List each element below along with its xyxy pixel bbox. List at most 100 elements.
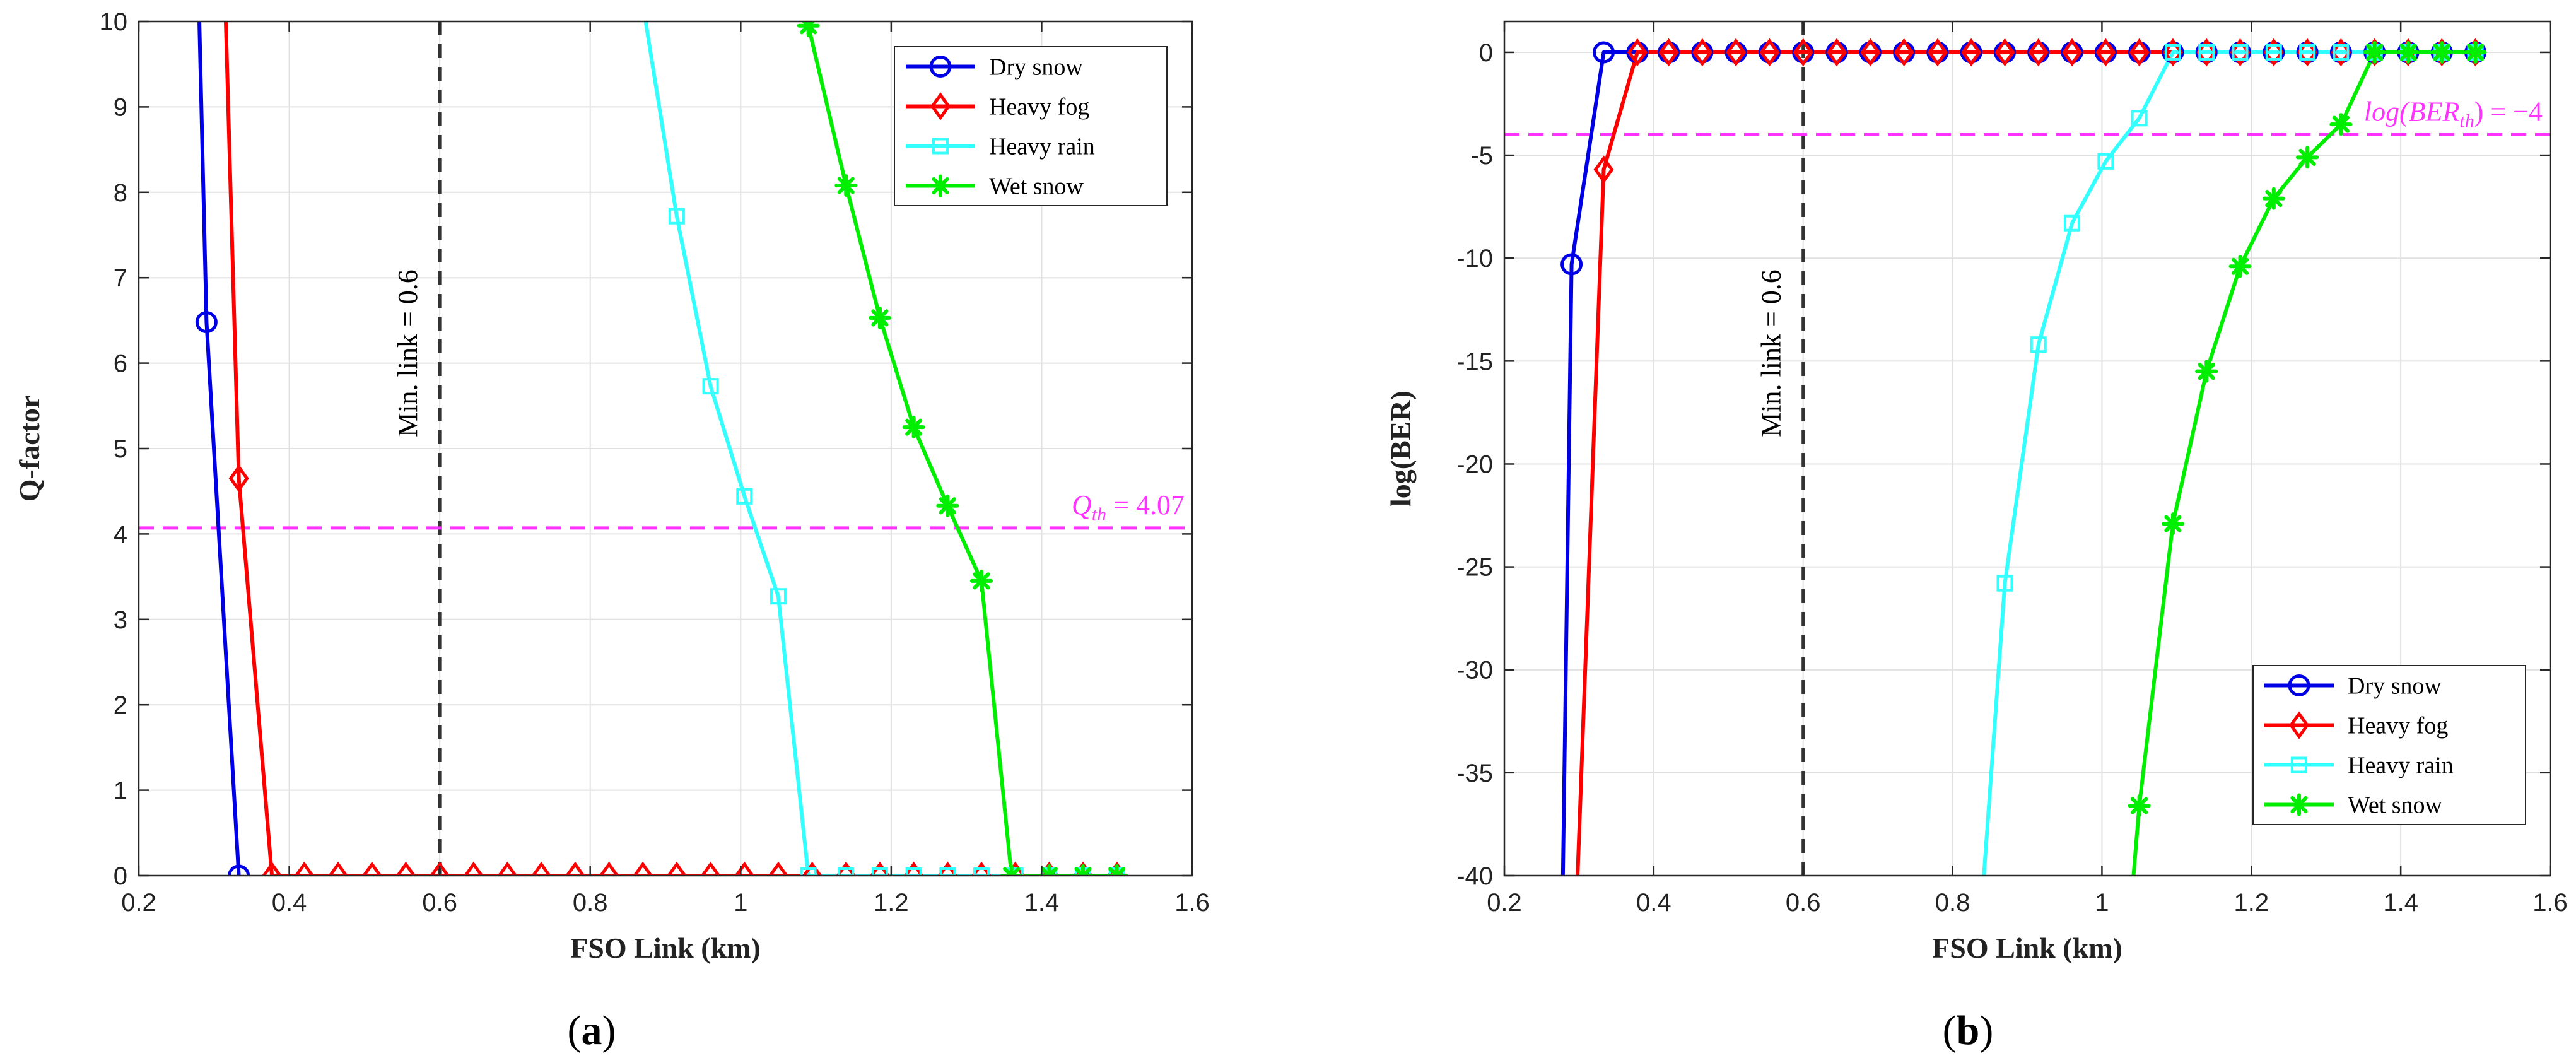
chart-a-ytick-label-0: 0 xyxy=(114,862,127,890)
chart-b-threshold-label: log(BERth) = −4 xyxy=(2364,96,2543,131)
chart-a-ytick-label-1: 1 xyxy=(114,777,127,805)
chart-a-point-wet-snow-9 xyxy=(1105,864,1128,876)
chart-a-point-dry-snow-1 xyxy=(195,311,218,334)
chart-a-ytick-label-3: 3 xyxy=(114,606,127,634)
chart-a-legend-label-heavy-fog: Heavy fog xyxy=(989,94,1089,120)
chart-a-point-heavy-rain-5 xyxy=(800,867,817,876)
chart-b-point-heavy-fog-4 xyxy=(1692,38,1712,67)
chart-b-point-heavy-fog-13 xyxy=(1994,38,2015,67)
chart-b-xtick-label-4: 1 xyxy=(2095,889,2109,917)
chart-a-ticks: 0.2 0.4 0.6 0.8 1 1.2 1.4 1.6 0 1 2 3 4 5 6 7 8 9 10 xyxy=(100,8,1210,917)
chart-b-axes-box xyxy=(1503,20,2551,877)
chart-b-point-dry-snow-1 xyxy=(1560,253,1583,276)
chart-b-ytick-label-1: -5 xyxy=(1470,142,1493,170)
chart-b-legend-label-wet-snow: Wet snow xyxy=(2348,792,2443,819)
chart-a-point-wet-snow-3 xyxy=(902,416,925,439)
chart-a-point-wet-snow-4 xyxy=(936,494,959,517)
chart-b-point-heavy-rain-9 xyxy=(2265,44,2282,61)
chart-b-point-heavy-fog-10 xyxy=(1894,38,1914,67)
chart-b-legend-item-heavy-rain: Heavy rain xyxy=(2264,753,2454,779)
chart-a-point-wet-snow-7 xyxy=(1038,864,1061,876)
chart-b-point-wet-snow-4 xyxy=(2228,255,2252,278)
chart-b-ytick-label-6: -30 xyxy=(1456,657,1493,684)
chart-b-xtick-label-5: 1.2 xyxy=(2234,889,2269,917)
chart-a-point-heavy-fog-4 xyxy=(328,861,349,876)
chart-a-legend-item-heavy-rain: Heavy rain xyxy=(906,134,1095,160)
chart-b-ytick-label-5: -25 xyxy=(1456,554,1493,582)
chart-a-legend-marker-dry-snow xyxy=(929,56,952,78)
chart-b-point-heavy-fog-2 xyxy=(1627,38,1648,67)
chart-a-point-heavy-rain-4 xyxy=(770,588,787,605)
chart-b-series-group xyxy=(1560,38,2487,876)
chart-b-point-wet-snow-6 xyxy=(2296,146,2319,169)
chart-b-point-heavy-fog-14 xyxy=(2028,38,2049,67)
chart-a-line-dry-snow xyxy=(197,21,241,876)
chart-a-point-heavy-fog-9 xyxy=(497,861,518,876)
chart-b-ytick-label-2: -10 xyxy=(1456,245,1493,273)
chart-b-point-heavy-fog-16 xyxy=(2095,38,2116,67)
chart-b-point-heavy-rain-4 xyxy=(2097,153,2114,170)
chart-a-point-heavy-fog-7 xyxy=(430,861,450,876)
chart-b-xtick-label-6: 1.4 xyxy=(2383,889,2418,917)
chart-b-xtick-label-2: 0.6 xyxy=(1786,889,1821,917)
chart-a-point-heavy-fog-14 xyxy=(666,861,687,876)
chart-a-point-heavy-fog-22 xyxy=(937,861,958,876)
chart-a-xtick-label-6: 1.4 xyxy=(1024,889,1060,917)
chart-a-xtick-label-2: 0.6 xyxy=(422,889,457,917)
chart-b-point-heavy-fog-11 xyxy=(1927,38,1948,67)
chart-b-point-heavy-rain-2 xyxy=(2030,336,2047,353)
chart-a-point-wet-snow-8 xyxy=(1072,864,1095,876)
chart-a-ytick-label-5: 5 xyxy=(114,435,127,463)
chart-b-point-heavy-rain-3 xyxy=(2064,214,2081,232)
chart-a-ytick-label-10: 10 xyxy=(100,8,128,36)
chart-b-point-heavy-fog-15 xyxy=(2062,38,2083,67)
chart-b-point-heavy-fog-9 xyxy=(1860,38,1881,67)
chart-a-legend-marker-heavy-fog xyxy=(930,92,951,120)
chart-a-point-heavy-fog-19 xyxy=(836,861,857,876)
chart-a-line-wet-snow xyxy=(806,25,1117,876)
chart-a-point-heavy-fog-3 xyxy=(294,861,315,876)
chart-a-point-wet-snow-1 xyxy=(834,173,858,197)
chart-a-point-heavy-rain-7 xyxy=(871,867,888,876)
chart-a-point-heavy-rain-8 xyxy=(905,867,922,876)
chart-b-point-wet-snow-2 xyxy=(2161,512,2184,536)
chart-b-point-heavy-fog-6 xyxy=(1759,38,1780,67)
chart-b-xtick-label-3: 0.8 xyxy=(1935,889,1970,917)
chart-a-xtick-label-5: 1.2 xyxy=(874,889,909,917)
chart-b-point-heavy-fog-5 xyxy=(1726,38,1747,67)
chart-a-legend-label-wet-snow: Wet snow xyxy=(989,173,1084,200)
chart-a-min-link-label: Min. link = 0.6 xyxy=(392,269,423,437)
chart-b-ytick-label-0: 0 xyxy=(1479,39,1493,67)
chart-a-point-heavy-fog-8 xyxy=(463,861,484,876)
chart-b-xlabel: FSO Link (km) xyxy=(1932,932,2122,964)
chart-b-legend-label-heavy-fog: Heavy fog xyxy=(2348,713,2448,739)
chart-a-point-heavy-rain-3 xyxy=(736,488,753,505)
chart-b-point-heavy-rain-10 xyxy=(2299,44,2316,61)
chart-a-point-wet-snow-0 xyxy=(797,21,820,37)
chart-a-point-wet-snow-5 xyxy=(970,569,993,592)
chart-b-point-heavy-fog-3 xyxy=(1658,38,1679,67)
chart-a-point-heavy-fog-20 xyxy=(869,861,891,876)
chart-a-ytick-label-9: 9 xyxy=(114,93,127,121)
chart-b-min-link-label: Min. link = 0.6 xyxy=(1756,269,1787,437)
chart-b-point-wet-snow-3 xyxy=(2195,360,2218,383)
chart-b-xtick-label-7: 1.6 xyxy=(2532,889,2568,917)
chart-a-xtick-label-4: 1 xyxy=(734,889,747,917)
chart-a-point-heavy-fog-16 xyxy=(734,861,755,876)
chart-a-ytick-label-2: 2 xyxy=(114,691,127,719)
panel-b-log-ber-chart: 0.2 0.4 0.6 0.8 1 1.2 1.4 1.6 0 -5 -10 -15 -20 -25 -30… xyxy=(1385,20,2568,1054)
chart-a-legend-item-wet-snow: Wet snow xyxy=(906,173,1084,200)
chart-a-xtick-label-0: 0.2 xyxy=(121,889,156,917)
chart-a-point-dry-snow-2 xyxy=(228,864,250,876)
chart-a-point-wet-snow-6 xyxy=(1000,864,1023,876)
chart-a-ytick-label-7: 7 xyxy=(114,264,127,292)
chart-b-point-heavy-fog-20 xyxy=(2230,38,2251,67)
chart-b-xtick-label-0: 0.2 xyxy=(1487,889,1522,917)
chart-b-point-heavy-rain-8 xyxy=(2232,44,2249,61)
chart-b-point-heavy-fog-22 xyxy=(2297,38,2318,67)
chart-b-point-heavy-rain-7 xyxy=(2198,44,2215,61)
chart-a-xlabel: FSO Link (km) xyxy=(570,932,761,964)
chart-b-point-heavy-fog-1 xyxy=(1593,155,1614,184)
chart-b-point-heavy-fog-8 xyxy=(1826,38,1847,67)
